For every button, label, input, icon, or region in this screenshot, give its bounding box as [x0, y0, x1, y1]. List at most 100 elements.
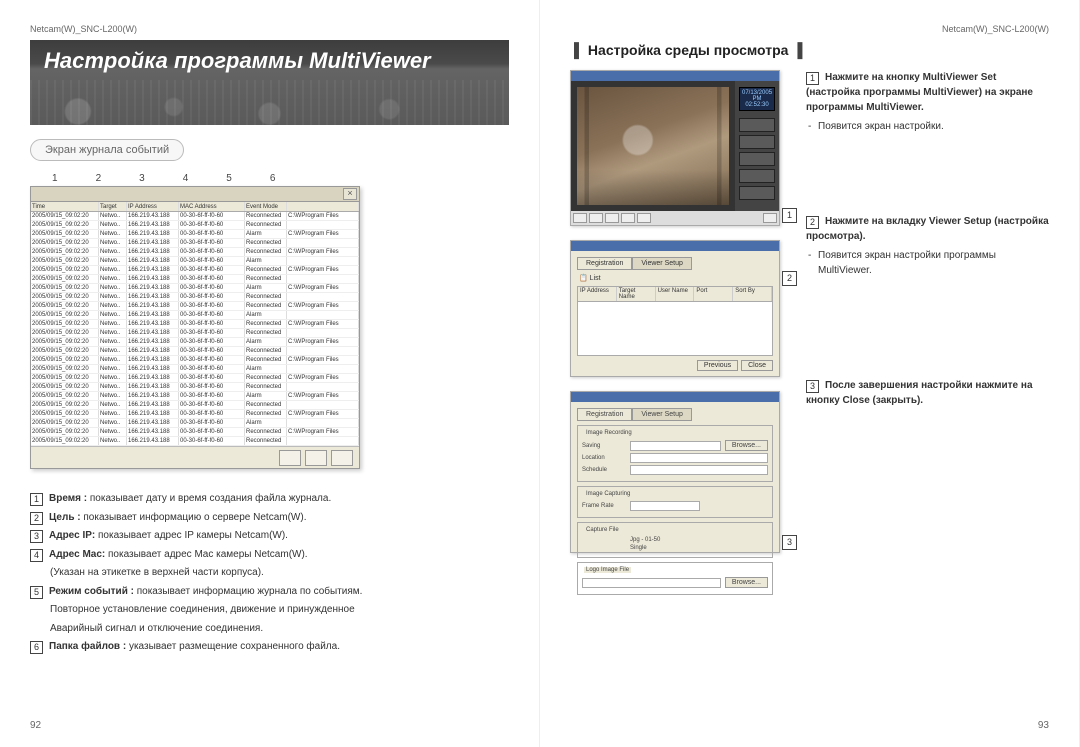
table-row: 2005/09/15_09:02:20Netwo..166.219.43.188… [31, 437, 359, 446]
callout-box: 1 [782, 208, 797, 223]
section-title: ▌Настройка среды просмотра▐ [570, 42, 1049, 58]
location-input[interactable] [630, 453, 768, 463]
col-num: 5 [226, 173, 232, 184]
table-row: 2005/09/15_09:02:20Netwo..166.219.43.188… [31, 293, 359, 302]
callout-box: 3 [782, 535, 797, 550]
th-mode: Event Mode [245, 202, 287, 211]
side-button[interactable] [739, 135, 775, 149]
event-log-pill: Экран журнала событий [30, 139, 184, 161]
callout-box: 2 [782, 271, 797, 286]
list-label: 📋 List [579, 274, 773, 282]
table-row: 2005/09/15_09:02:20Netwo..166.219.43.188… [31, 230, 359, 239]
layout-button[interactable] [589, 213, 603, 223]
browse-button[interactable]: Browse... [725, 440, 768, 451]
side-button[interactable] [739, 169, 775, 183]
setup-table: IP Address Target Name User Name Port So… [577, 286, 773, 356]
browse-button[interactable]: Browse... [725, 577, 768, 588]
footer-button[interactable] [331, 450, 353, 466]
timecode: 07/13/2005 PM 02:52:30 [739, 87, 775, 111]
table-row: 2005/09/15_09:02:20Netwo..166.219.43.188… [31, 221, 359, 230]
legend-item: 6Папка файлов : указывает размещение сох… [30, 639, 509, 656]
page-left: Netcam(W)_SNC-L200(W) Настройка программ… [0, 0, 540, 747]
table-row: 2005/09/15_09:02:20Netwo..166.219.43.188… [31, 383, 359, 392]
table-row: 2005/09/15_09:02:20Netwo..166.219.43.188… [31, 329, 359, 338]
table-row: 2005/09/15_09:02:20Netwo..166.219.43.188… [31, 311, 359, 320]
previous-button[interactable]: Previous [697, 360, 738, 371]
layout-button[interactable] [637, 213, 651, 223]
side-button[interactable] [739, 152, 775, 166]
table-row: 2005/09/15_09:02:20Netwo..166.219.43.188… [31, 284, 359, 293]
steps-column: 1Нажмите на кнопку MultiViewer Set (наст… [806, 70, 1049, 553]
table-row: 2005/09/15_09:02:20Netwo..166.219.43.188… [31, 401, 359, 410]
table-row: 2005/09/15_09:02:20Netwo..166.219.43.188… [31, 239, 359, 248]
th-ip: IP Address [127, 202, 179, 211]
footer-button[interactable] [279, 450, 301, 466]
col-num: 6 [270, 173, 276, 184]
table-row: 2005/09/15_09:02:20Netwo..166.219.43.188… [31, 410, 359, 419]
table-row: 2005/09/15_09:02:20Netwo..166.219.43.188… [31, 320, 359, 329]
step-2: 2Нажмите на вкладку Viewer Setup (настро… [806, 214, 1049, 278]
thumbnail-column: 07/13/2005 PM 02:52:30 [570, 70, 790, 553]
legend-sub: (Указан на этикетке в верхней части корп… [50, 565, 509, 582]
legend-sub: Аварийный сигнал и отключение соединения… [50, 621, 509, 638]
page-number: 93 [1038, 720, 1049, 731]
table-row: 2005/09/15_09:02:20Netwo..166.219.43.188… [31, 338, 359, 347]
table-row: 2005/09/15_09:02:20Netwo..166.219.43.188… [31, 212, 359, 221]
framerate-input[interactable] [630, 501, 700, 511]
legend-item: 4Адрес Mac: показывает адрес Mac камеры … [30, 547, 509, 564]
viewer-setup-detail-thumb: Registration Viewer Setup Image Recordin… [570, 391, 780, 553]
col-num: 1 [52, 173, 58, 184]
layout-button[interactable] [621, 213, 635, 223]
legend-item: 2Цель : показывает информацию о сервере … [30, 510, 509, 527]
event-table: Time Target IP Address MAC Address Event… [31, 201, 359, 446]
close-button[interactable]: Close [741, 360, 773, 371]
col-num: 3 [139, 173, 145, 184]
table-row: 2005/09/15_09:02:20Netwo..166.219.43.188… [31, 302, 359, 311]
column-number-row: 1 2 3 4 5 6 [52, 173, 509, 184]
table-row: 2005/09/15_09:02:20Netwo..166.219.43.188… [31, 428, 359, 437]
legend-sub: Повторное установление соединения, движе… [50, 602, 509, 619]
side-panel: 07/13/2005 PM 02:52:30 [735, 81, 779, 211]
window-titlebar: × [31, 187, 359, 201]
table-row: 2005/09/15_09:02:20Netwo..166.219.43.188… [31, 248, 359, 257]
tab-viewer-setup[interactable]: Viewer Setup [632, 408, 692, 421]
page-number: 92 [30, 720, 41, 731]
table-row: 2005/09/15_09:02:20Netwo..166.219.43.188… [31, 419, 359, 428]
schedule-input[interactable] [630, 465, 768, 475]
legend-block: 1Время : показывает дату и время создани… [30, 491, 509, 656]
logo-input[interactable] [582, 578, 721, 588]
col-num: 4 [183, 173, 189, 184]
side-button[interactable] [739, 186, 775, 200]
video-preview [577, 87, 729, 205]
table-row: 2005/09/15_09:02:20Netwo..166.219.43.188… [31, 347, 359, 356]
step-3: 3После завершения настройки нажмите на к… [806, 378, 1049, 408]
side-button[interactable] [739, 118, 775, 132]
table-row: 2005/09/15_09:02:20Netwo..166.219.43.188… [31, 365, 359, 374]
layout-button[interactable] [605, 213, 619, 223]
table-header-row: Time Target IP Address MAC Address Event… [31, 202, 359, 212]
layout-button[interactable] [763, 213, 777, 223]
page-right: Netcam(W)_SNC-L200(W) ▌Настройка среды п… [540, 0, 1080, 747]
table-row: 2005/09/15_09:02:20Netwo..166.219.43.188… [31, 257, 359, 266]
legend-item: 1Время : показывает дату и время создани… [30, 491, 509, 508]
event-log-window: × Time Target IP Address MAC Address Eve… [30, 186, 360, 469]
th-target: Target [99, 202, 127, 211]
step-1: 1Нажмите на кнопку MultiViewer Set (наст… [806, 70, 1049, 134]
th-mac: MAC Address [179, 202, 245, 211]
table-row: 2005/09/15_09:02:20Netwo..166.219.43.188… [31, 266, 359, 275]
saving-input[interactable] [630, 441, 721, 451]
close-icon[interactable]: × [343, 188, 357, 200]
th-time: Time [31, 202, 99, 211]
model-header-right: Netcam(W)_SNC-L200(W) [570, 24, 1049, 34]
table-row: 2005/09/15_09:02:20Netwo..166.219.43.188… [31, 275, 359, 284]
layout-button[interactable] [573, 213, 587, 223]
col-num: 2 [96, 173, 102, 184]
model-header-left: Netcam(W)_SNC-L200(W) [30, 24, 509, 34]
tab-viewer-setup[interactable]: Viewer Setup [632, 257, 692, 270]
viewer-setup-thumb: Registration Viewer Setup 📋 List IP Addr… [570, 240, 780, 377]
th-folder [287, 202, 359, 211]
tab-registration[interactable]: Registration [577, 408, 632, 421]
legend-item: 3Адрес IP: показывает адрес IP камеры Ne… [30, 528, 509, 545]
footer-button[interactable] [305, 450, 327, 466]
tab-registration[interactable]: Registration [577, 257, 632, 270]
